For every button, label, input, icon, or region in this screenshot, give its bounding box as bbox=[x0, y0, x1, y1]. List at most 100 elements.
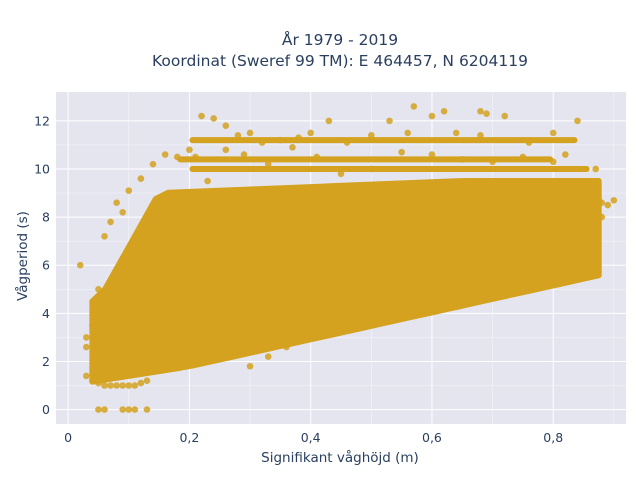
scatter-point bbox=[143, 406, 151, 413]
scatter-point bbox=[222, 122, 230, 129]
y-tick-label: 10 bbox=[34, 161, 50, 176]
scatter-point bbox=[440, 107, 448, 115]
scatter-point bbox=[283, 237, 290, 245]
scatter-point bbox=[143, 377, 151, 384]
scatter-point bbox=[283, 305, 290, 312]
scatter-point bbox=[513, 213, 521, 221]
x-axis-ticks: 0 0,2 0,4 0,6 0,8 bbox=[64, 430, 563, 445]
scatter-point bbox=[477, 257, 484, 264]
scatter-point bbox=[562, 204, 569, 211]
scatter-point bbox=[101, 382, 108, 389]
scatter-point bbox=[537, 208, 545, 216]
scatter-point bbox=[95, 285, 102, 293]
y-tick-label: 4 bbox=[42, 306, 50, 321]
scatter-point bbox=[380, 281, 387, 288]
scatter-point bbox=[264, 160, 272, 168]
scatter-point bbox=[465, 221, 472, 228]
scatter-point bbox=[586, 201, 593, 209]
scatter-point bbox=[283, 343, 290, 351]
chart-title-line2: Koordinat (Sweref 99 TM): E 464457, N 62… bbox=[152, 52, 528, 70]
scatter-point bbox=[119, 208, 127, 216]
dense-band bbox=[189, 165, 590, 172]
scatter-point bbox=[125, 187, 133, 194]
scatter-point bbox=[137, 175, 145, 182]
scatter-point bbox=[549, 158, 557, 166]
scatter-point bbox=[161, 151, 169, 158]
scatter-point bbox=[592, 165, 599, 173]
x-tick-label: 0,8 bbox=[543, 430, 563, 445]
dense-band bbox=[189, 137, 578, 144]
scatter-point bbox=[428, 112, 436, 120]
scatter-point bbox=[113, 199, 120, 206]
scatter-point bbox=[574, 117, 581, 125]
scatter-point bbox=[83, 343, 90, 351]
scatter-point bbox=[89, 322, 96, 329]
scatter-point bbox=[549, 233, 557, 240]
scatter-point bbox=[289, 144, 296, 151]
scatter-point bbox=[258, 218, 266, 226]
scatter-point bbox=[192, 153, 199, 161]
scatter-point bbox=[246, 314, 254, 322]
scatter-point bbox=[119, 382, 127, 389]
scatter-point bbox=[180, 189, 187, 197]
y-axis-title: Vågperiod (s) bbox=[14, 211, 31, 301]
scatter-point bbox=[404, 288, 412, 295]
x-axis-title: Signifikant våghöjd (m) bbox=[261, 449, 419, 466]
scatter-point bbox=[549, 129, 557, 137]
scatter-point bbox=[489, 216, 496, 223]
scatter-point bbox=[440, 228, 448, 235]
scatter-point bbox=[113, 382, 120, 389]
scatter-point bbox=[562, 151, 569, 158]
scatter-point bbox=[477, 132, 484, 139]
scatter-point bbox=[89, 377, 96, 384]
scatter-point bbox=[337, 317, 345, 324]
scatter-point bbox=[198, 112, 205, 120]
scatter-point bbox=[452, 129, 460, 137]
scatter-point bbox=[398, 233, 405, 240]
scatter-point bbox=[501, 249, 509, 257]
scatter-point bbox=[519, 153, 527, 161]
scatter-point bbox=[428, 269, 436, 276]
scatter-point bbox=[277, 136, 284, 144]
scatter-point bbox=[264, 353, 272, 360]
scatter-point bbox=[313, 153, 321, 161]
scatter-point bbox=[210, 326, 217, 334]
scatter-point bbox=[228, 322, 236, 329]
scatter-point bbox=[101, 406, 108, 413]
y-axis-ticks: 0 2 4 6 8 10 12 bbox=[34, 113, 50, 417]
scatter-point bbox=[604, 201, 612, 209]
scatter-point bbox=[307, 300, 314, 308]
scatter-point bbox=[137, 379, 145, 387]
scatter-point bbox=[101, 233, 108, 240]
scatter-point bbox=[83, 334, 90, 341]
scatter-point bbox=[131, 406, 139, 413]
scatter-point bbox=[204, 177, 211, 185]
scatter-point bbox=[95, 379, 102, 387]
scatter-point bbox=[192, 334, 199, 341]
scatter-point bbox=[173, 153, 181, 161]
scatter-point bbox=[483, 110, 490, 117]
scatter-point bbox=[592, 194, 599, 202]
y-tick-label: 2 bbox=[42, 354, 50, 369]
scatter-point bbox=[428, 151, 436, 158]
scatter-point bbox=[410, 103, 418, 110]
scatter-point bbox=[331, 249, 339, 257]
scatter-point bbox=[331, 293, 339, 300]
scatter-point bbox=[574, 184, 581, 192]
x-tick-label: 0,6 bbox=[422, 430, 442, 445]
scatter-point bbox=[295, 134, 302, 142]
scatter-point bbox=[125, 382, 133, 389]
scatter-point bbox=[489, 158, 496, 166]
scatter-point bbox=[325, 117, 333, 125]
scatter-point bbox=[337, 170, 345, 178]
scatter-point bbox=[380, 298, 387, 305]
scatter-point bbox=[525, 240, 533, 247]
scatter-point bbox=[355, 285, 363, 293]
scatter-point bbox=[404, 129, 412, 137]
scatter-point bbox=[355, 307, 363, 315]
scatter-point bbox=[246, 129, 254, 137]
scatter-point bbox=[452, 261, 460, 269]
scatter-point bbox=[210, 115, 217, 122]
scatter-point bbox=[125, 406, 133, 413]
x-tick-label: 0,2 bbox=[179, 430, 199, 445]
